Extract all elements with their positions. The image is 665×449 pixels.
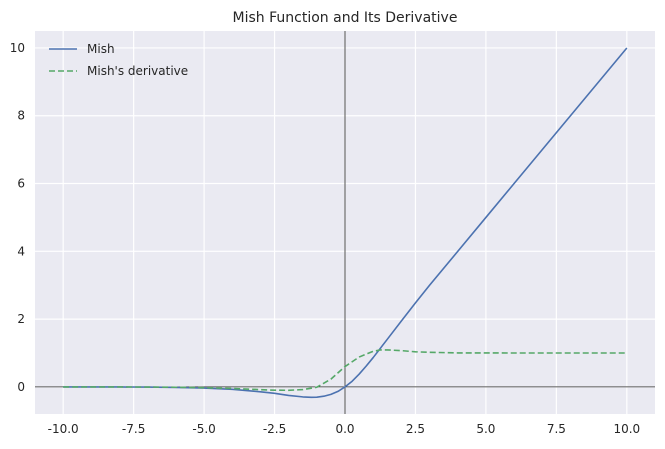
chart-title: Mish Function and Its Derivative	[233, 10, 458, 26]
x-tick-label: 2.5	[406, 422, 425, 436]
x-tick-label: 10.0	[613, 422, 640, 436]
x-tick-label: -10.0	[48, 422, 79, 436]
y-tick-label: 8	[17, 109, 25, 123]
series-layer	[63, 47, 628, 399]
legend: Mish Mish's derivative	[49, 42, 188, 78]
legend-label-mish: Mish	[87, 42, 115, 56]
x-tick-label: -5.0	[192, 422, 215, 436]
y-tick-labels: 0 2 4 6 8 10	[10, 41, 25, 394]
y-tick-label: 6	[17, 177, 25, 191]
x-tick-labels: -10.0 -7.5 -5.0 -2.5 0.0 2.5 5.0 7.5 10.0	[48, 422, 641, 436]
y-tick-label: 4	[17, 244, 25, 258]
x-tick-label: 7.5	[547, 422, 566, 436]
legend-label-mish-derivative: Mish's derivative	[87, 64, 188, 78]
y-tick-label: 0	[17, 380, 25, 394]
series-line-mish-derivative	[63, 349, 627, 392]
x-tick-label: -2.5	[263, 422, 286, 436]
x-tick-label: -7.5	[122, 422, 145, 436]
y-tick-label: 10	[10, 41, 25, 55]
x-tick-label: 5.0	[476, 422, 495, 436]
x-tick-label: 0.0	[335, 422, 354, 436]
y-tick-label: 2	[17, 312, 25, 326]
